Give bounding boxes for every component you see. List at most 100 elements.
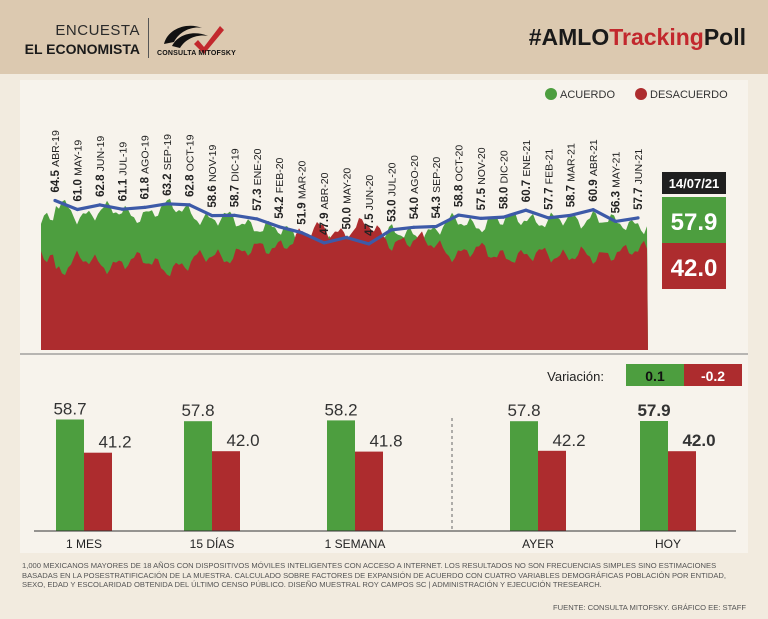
month-name: DIC-19 (229, 148, 241, 181)
bar-acuerdo (640, 421, 668, 531)
bar-desacuerdo (668, 451, 696, 531)
month-name: JUN-19 (95, 136, 107, 172)
month-value: 58.7 (229, 182, 241, 208)
month-name: OCT-20 (454, 145, 466, 182)
variation-acuerdo-box (626, 364, 684, 386)
month-name: MAR-21 (566, 143, 578, 182)
bar-layer: 58.7 41.2 1 MES 57.8 42.0 15 DÍAS 58.2 41.8 1 SE… (53, 400, 715, 552)
trend-point (591, 208, 595, 212)
month-name: OCT-19 (185, 134, 197, 171)
bar-acuerdo (327, 420, 355, 531)
month-value: 54.3 (431, 193, 443, 219)
bar-category-label: AYER (522, 537, 554, 551)
header: ENCUESTA EL ECONOMISTA CONSULTA MITOFSKY… (0, 0, 768, 74)
bar-acuerdo (510, 421, 538, 531)
legend-acuerdo-swatch (545, 88, 557, 100)
current-date: 14/07/21 (669, 176, 720, 191)
month-label: 47.5 JUN-20 (364, 175, 376, 236)
bar-category-label: HOY (655, 537, 681, 551)
month-value: 58.8 (454, 182, 466, 208)
month-value: 63.2 (162, 170, 174, 196)
bar-acuerdo (56, 419, 84, 531)
trend-point (457, 213, 461, 217)
trend-point (120, 207, 124, 211)
bar-acuerdo (184, 421, 212, 531)
month-name: MAY-20 (342, 168, 354, 204)
survey-label: ENCUESTA (55, 22, 140, 39)
trend-point (434, 224, 438, 229)
bar-desacuerdo (84, 452, 112, 531)
month-value: 54.0 (409, 194, 421, 220)
mitofsky-logo-icon (164, 25, 224, 54)
trend-point (277, 225, 281, 229)
trend-point (501, 215, 506, 219)
month-name: NOV-19 (207, 145, 219, 183)
month-name: ENE-21 (521, 140, 533, 177)
desacuerdo-area (41, 218, 648, 350)
trend-point (98, 203, 102, 207)
bar-desacuerdo-label: 42.0 (226, 431, 259, 450)
month-value: 57.5 (476, 185, 488, 211)
month-value: 61.0 (72, 176, 84, 202)
month-name: FEB-21 (543, 149, 555, 185)
month-value: 50.0 (342, 204, 354, 230)
trend-point (232, 213, 236, 217)
current-desacuerdo-box (662, 243, 726, 289)
month-name: JUN-20 (364, 175, 376, 211)
month-label: 60.7 ENE-21 (521, 140, 533, 203)
month-value: 47.5 (364, 210, 376, 236)
trend-point (344, 235, 349, 240)
month-label-layer: 64.5 ABR-19 61.0 MAY-19 62.8 JUN-19 61.1 JU… (50, 130, 645, 236)
bar-desacuerdo (538, 450, 566, 531)
month-label: 61.8 AGO-19 (140, 135, 152, 199)
month-label: 57.5 NOV-20 (476, 147, 488, 210)
month-label: 58.7 MAR-21 (566, 143, 578, 207)
bar-desacuerdo (212, 451, 240, 531)
bar-acuerdo-label: 57.9 (637, 401, 670, 420)
area-layer (41, 198, 648, 350)
variation-acuerdo-value: 0.1 (645, 368, 665, 384)
legend-acuerdo-label: ACUERDO (560, 89, 615, 101)
month-value: 58.7 (566, 182, 578, 208)
month-label: 60.9 ABR-21 (588, 139, 600, 202)
trend-point (75, 207, 79, 212)
variation-label: Variación: (547, 369, 604, 384)
variation-desacuerdo-box (684, 364, 742, 386)
variation-row: Variación: 0.1 -0.2 (547, 364, 742, 386)
month-label: 64.5 ABR-19 (50, 130, 62, 193)
trend-point (569, 213, 573, 217)
logo-text: CONSULTA MITOFSKY (157, 50, 236, 57)
month-label: 47.9 ABR-20 (319, 172, 331, 235)
month-name: SEP-20 (431, 157, 443, 193)
header-divider (148, 18, 149, 58)
month-label: 58.8 OCT-20 (454, 145, 466, 207)
month-label: 54.3 SEP-20 (431, 157, 443, 219)
month-value: 57.7 (633, 184, 645, 210)
bar-acuerdo-label: 57.8 (181, 401, 214, 420)
month-name: ABR-21 (588, 139, 600, 176)
month-label: 57.7 FEB-21 (543, 149, 555, 210)
trend-line-layer (53, 198, 640, 246)
month-value: 60.9 (588, 176, 600, 202)
month-label: 58.7 DIC-19 (229, 148, 241, 207)
trend-point (143, 205, 147, 209)
month-name: ENE-20 (252, 148, 264, 185)
date-badge (662, 172, 726, 194)
month-value: 64.5 (50, 167, 62, 193)
month-name: JUL-19 (117, 142, 129, 176)
month-value: 51.9 (297, 199, 309, 225)
month-value: 62.8 (185, 171, 197, 197)
month-name: SEP-19 (162, 134, 174, 170)
month-label: 62.8 JUN-19 (95, 136, 107, 197)
month-value: 58.6 (207, 182, 219, 208)
month-label: 57.3 ENE-20 (252, 148, 264, 211)
trend-point (255, 217, 259, 221)
month-value: 56.3 (611, 188, 623, 214)
trend-point (636, 216, 640, 220)
month-name: AGO-20 (409, 155, 421, 194)
bar-acuerdo-label: 58.2 (324, 400, 357, 419)
bar-acuerdo-label: 58.7 (53, 400, 86, 419)
month-label: 56.3 MAY-21 (611, 151, 623, 213)
month-label: 58.6 NOV-19 (207, 145, 219, 208)
